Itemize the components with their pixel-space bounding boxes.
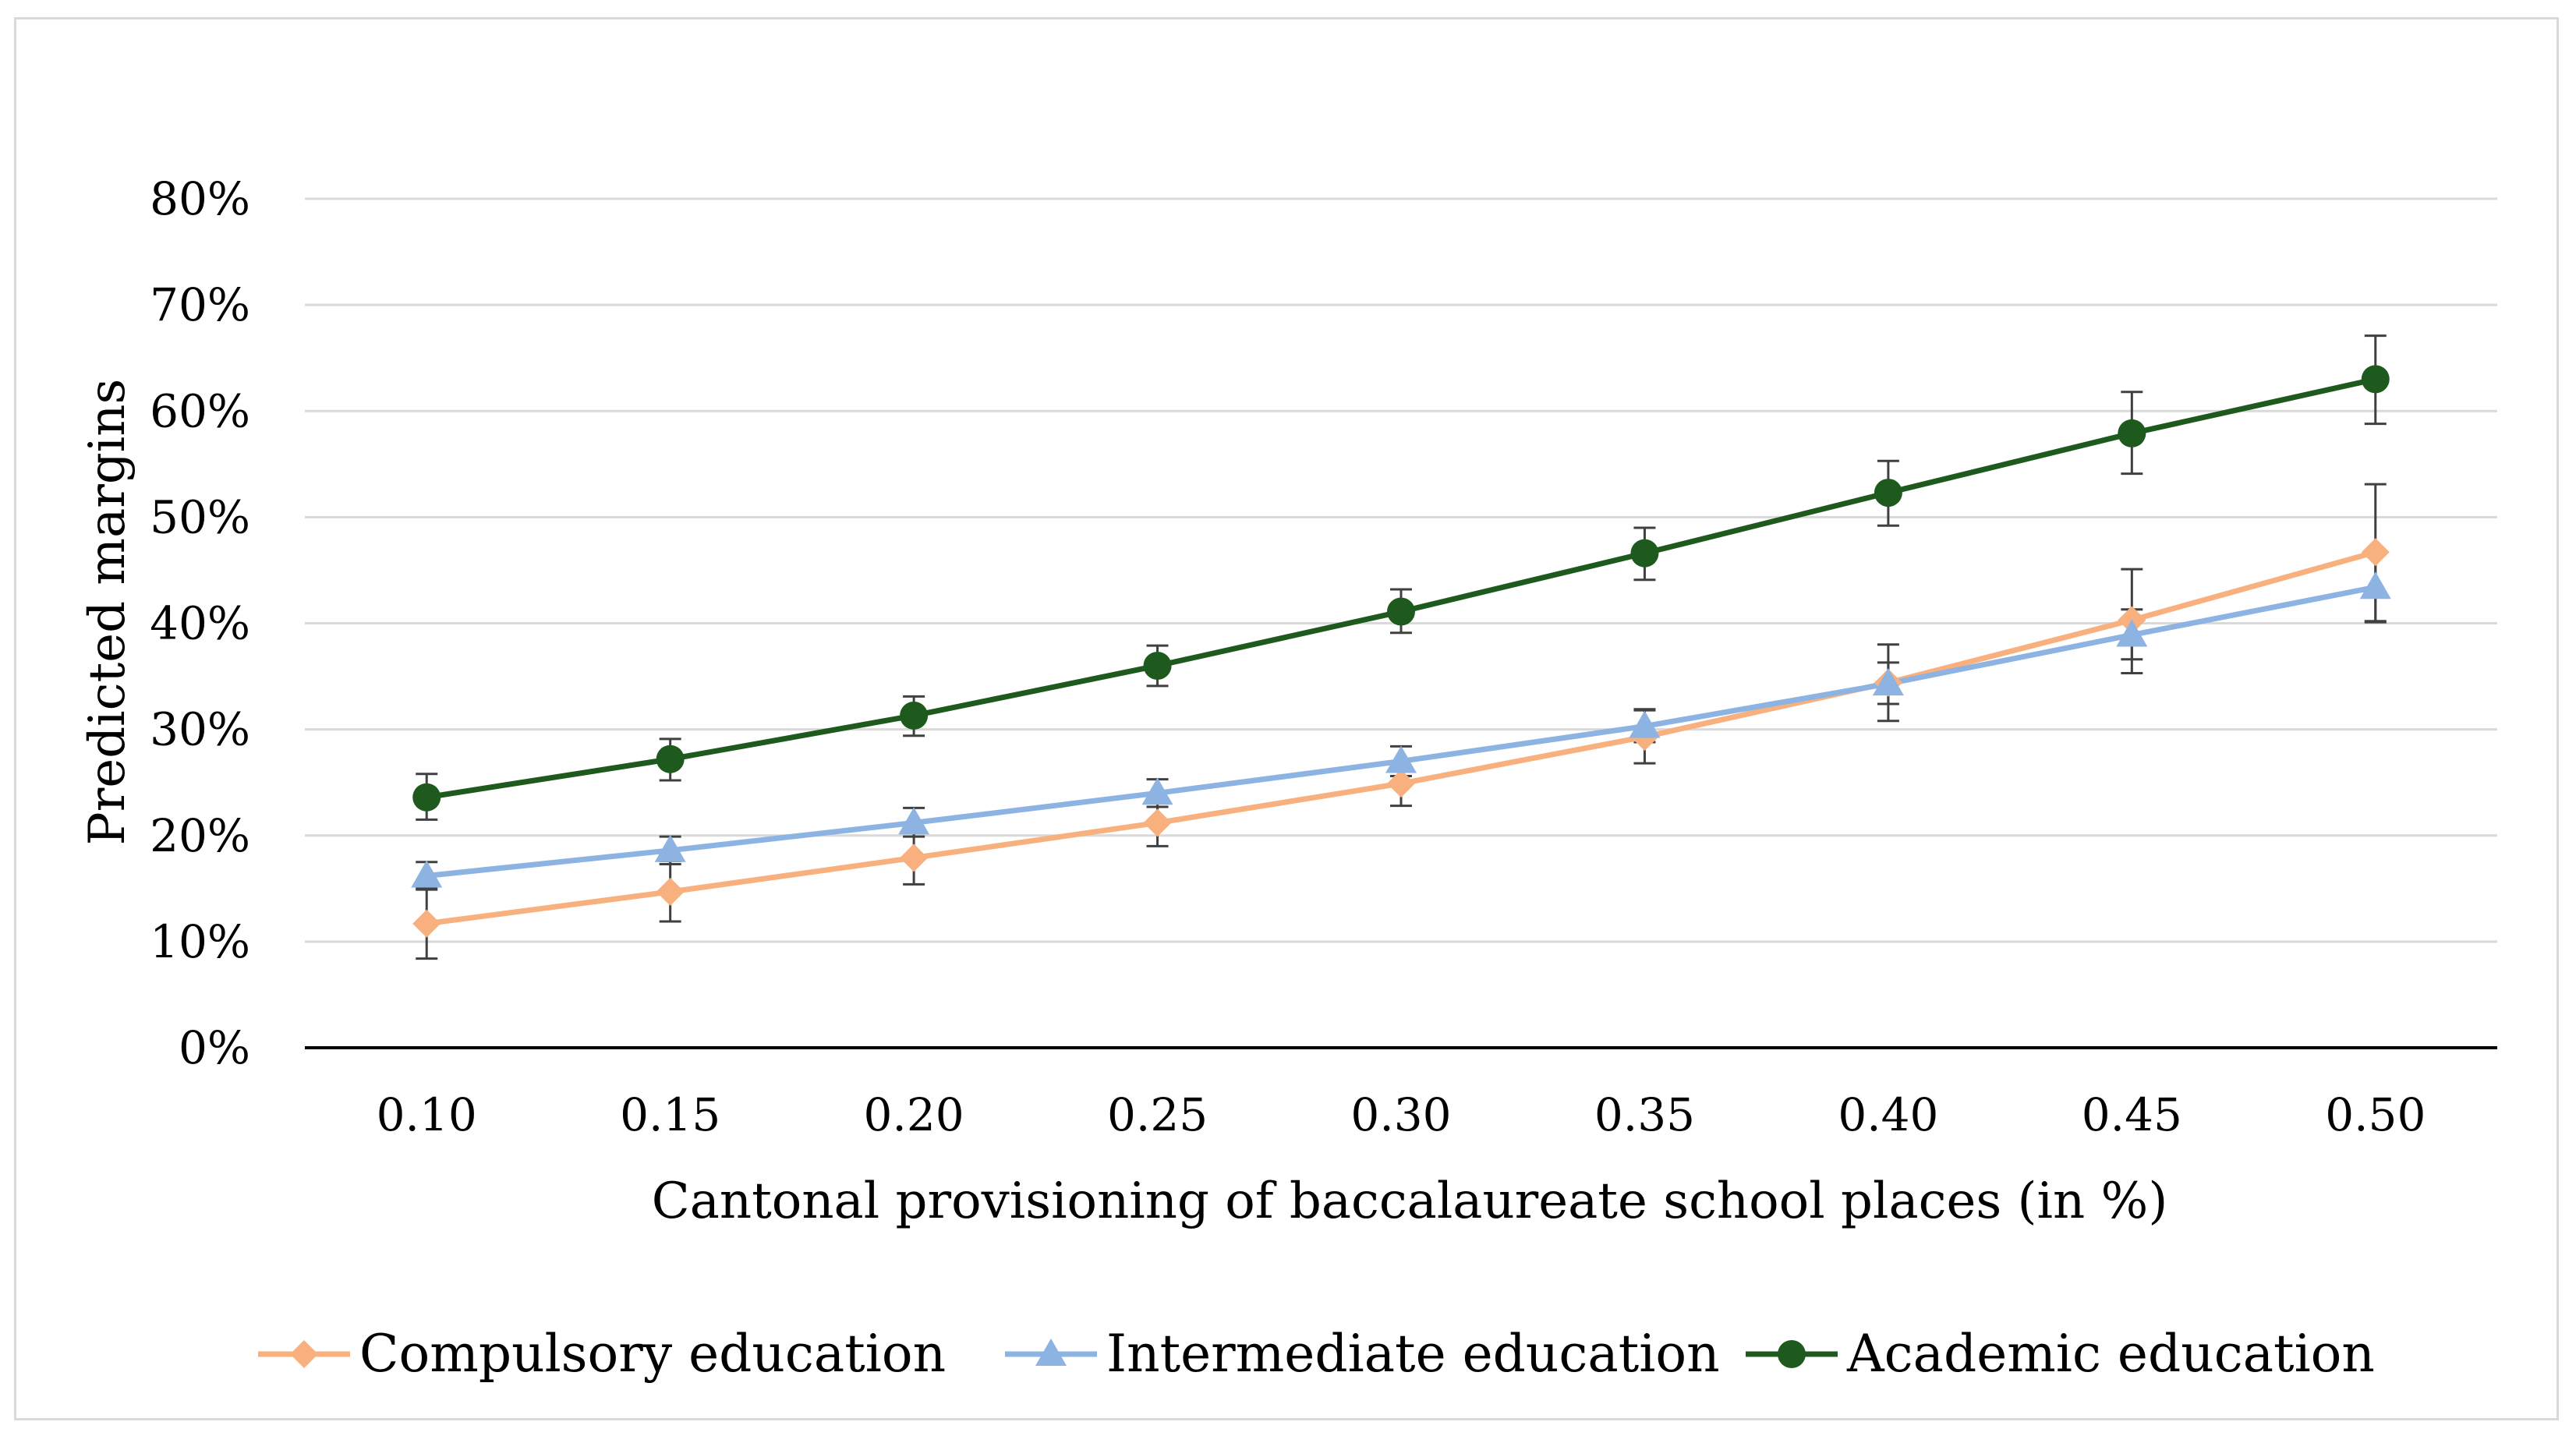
x-tick-label: 0.10 [377, 1088, 477, 1141]
error-bars [416, 334, 2387, 960]
intermediate-data-point [898, 807, 930, 835]
y-tick-label: 70% [150, 278, 250, 331]
compulsory-data-point [900, 844, 929, 872]
x-axis-title: Cantonal provisioning of baccalaureate s… [652, 1172, 2168, 1230]
academic-data-point [656, 744, 685, 773]
compulsory-data-point [656, 877, 685, 906]
intermediate-data-point [411, 860, 443, 888]
y-tick-label: 30% [150, 703, 250, 756]
intermediate-data-point [2116, 619, 2148, 647]
y-tick-label: 80% [150, 172, 250, 225]
academic-data-point [1143, 651, 1172, 680]
intermediate-data-point [1629, 710, 1661, 738]
x-tick-label: 0.20 [864, 1088, 964, 1141]
line-chart: 0%10%20%30%40%50%60%70%80% 0.10 0.15 0.20 0… [79, 172, 2497, 1384]
legend-item-intermediate: Intermediate education [1005, 1324, 1720, 1384]
legend-marker [1778, 1340, 1806, 1368]
y-axis-ticks: 0% 10% 20% 30% 40% 50% 60% 70% 80% [150, 172, 250, 1074]
legend-item-compulsory: Compulsory education [258, 1324, 946, 1384]
academic-data-point [1387, 597, 1415, 626]
chart-frame: 0% 10% 20% 30% 40% 50% 60% 70% 80% 0.10 0.15 0.20 0… [14, 17, 2559, 1420]
y-axis-title: Predicted margins [79, 379, 136, 846]
y-tick-label: 0% [179, 1021, 250, 1074]
compulsory-data-point [1387, 769, 1415, 798]
academic-data-point [2118, 419, 2146, 447]
intermediate-data-point [1385, 745, 1417, 773]
academic-data-point [1874, 479, 1902, 508]
x-tick-label: 0.30 [1350, 1088, 1451, 1141]
legend-marker [1035, 1339, 1067, 1366]
y-tick-label: 40% [150, 597, 250, 650]
compulsory-data-point [2361, 538, 2390, 567]
legend-label: Compulsory education [359, 1324, 946, 1384]
x-tick-label: 0.50 [2325, 1088, 2426, 1141]
legend-item-academic: Academic education [1746, 1324, 2375, 1384]
intermediate-data-point [1872, 668, 1904, 696]
y-tick-label: 60% [150, 384, 250, 437]
y-tick-label: 20% [150, 809, 250, 862]
legend-marker [290, 1340, 318, 1368]
legend: Compulsory education Intermediate educati… [258, 1324, 2375, 1384]
x-tick-label: 0.45 [2082, 1088, 2182, 1141]
x-tick-label: 0.40 [1838, 1088, 1938, 1141]
legend-label: Academic education [1846, 1324, 2375, 1384]
compulsory-data-point [412, 909, 441, 938]
x-tick-label: 0.15 [620, 1088, 720, 1141]
academic-data-point [1630, 539, 1659, 568]
academic-data-point [412, 783, 441, 812]
series-markers [411, 365, 2391, 938]
x-tick-label: 0.35 [1594, 1088, 1695, 1141]
academic-data-point [900, 701, 929, 730]
y-tick-label: 10% [150, 915, 250, 968]
compulsory-data-point [1143, 808, 1172, 837]
x-tick-label: 0.25 [1107, 1088, 1208, 1141]
intermediate-data-point [1141, 777, 1173, 805]
academic-data-point [2361, 365, 2390, 394]
series-lines [423, 376, 2379, 927]
legend-label: Intermediate education [1106, 1324, 1720, 1384]
intermediate-data-point [2359, 571, 2391, 599]
y-tick-label: 50% [150, 490, 250, 543]
intermediate-data-point [654, 834, 686, 862]
x-axis-ticks: 0.10 0.15 0.20 0.25 0.30 0.35 0.40 0.45 0.50 [377, 1088, 2426, 1141]
